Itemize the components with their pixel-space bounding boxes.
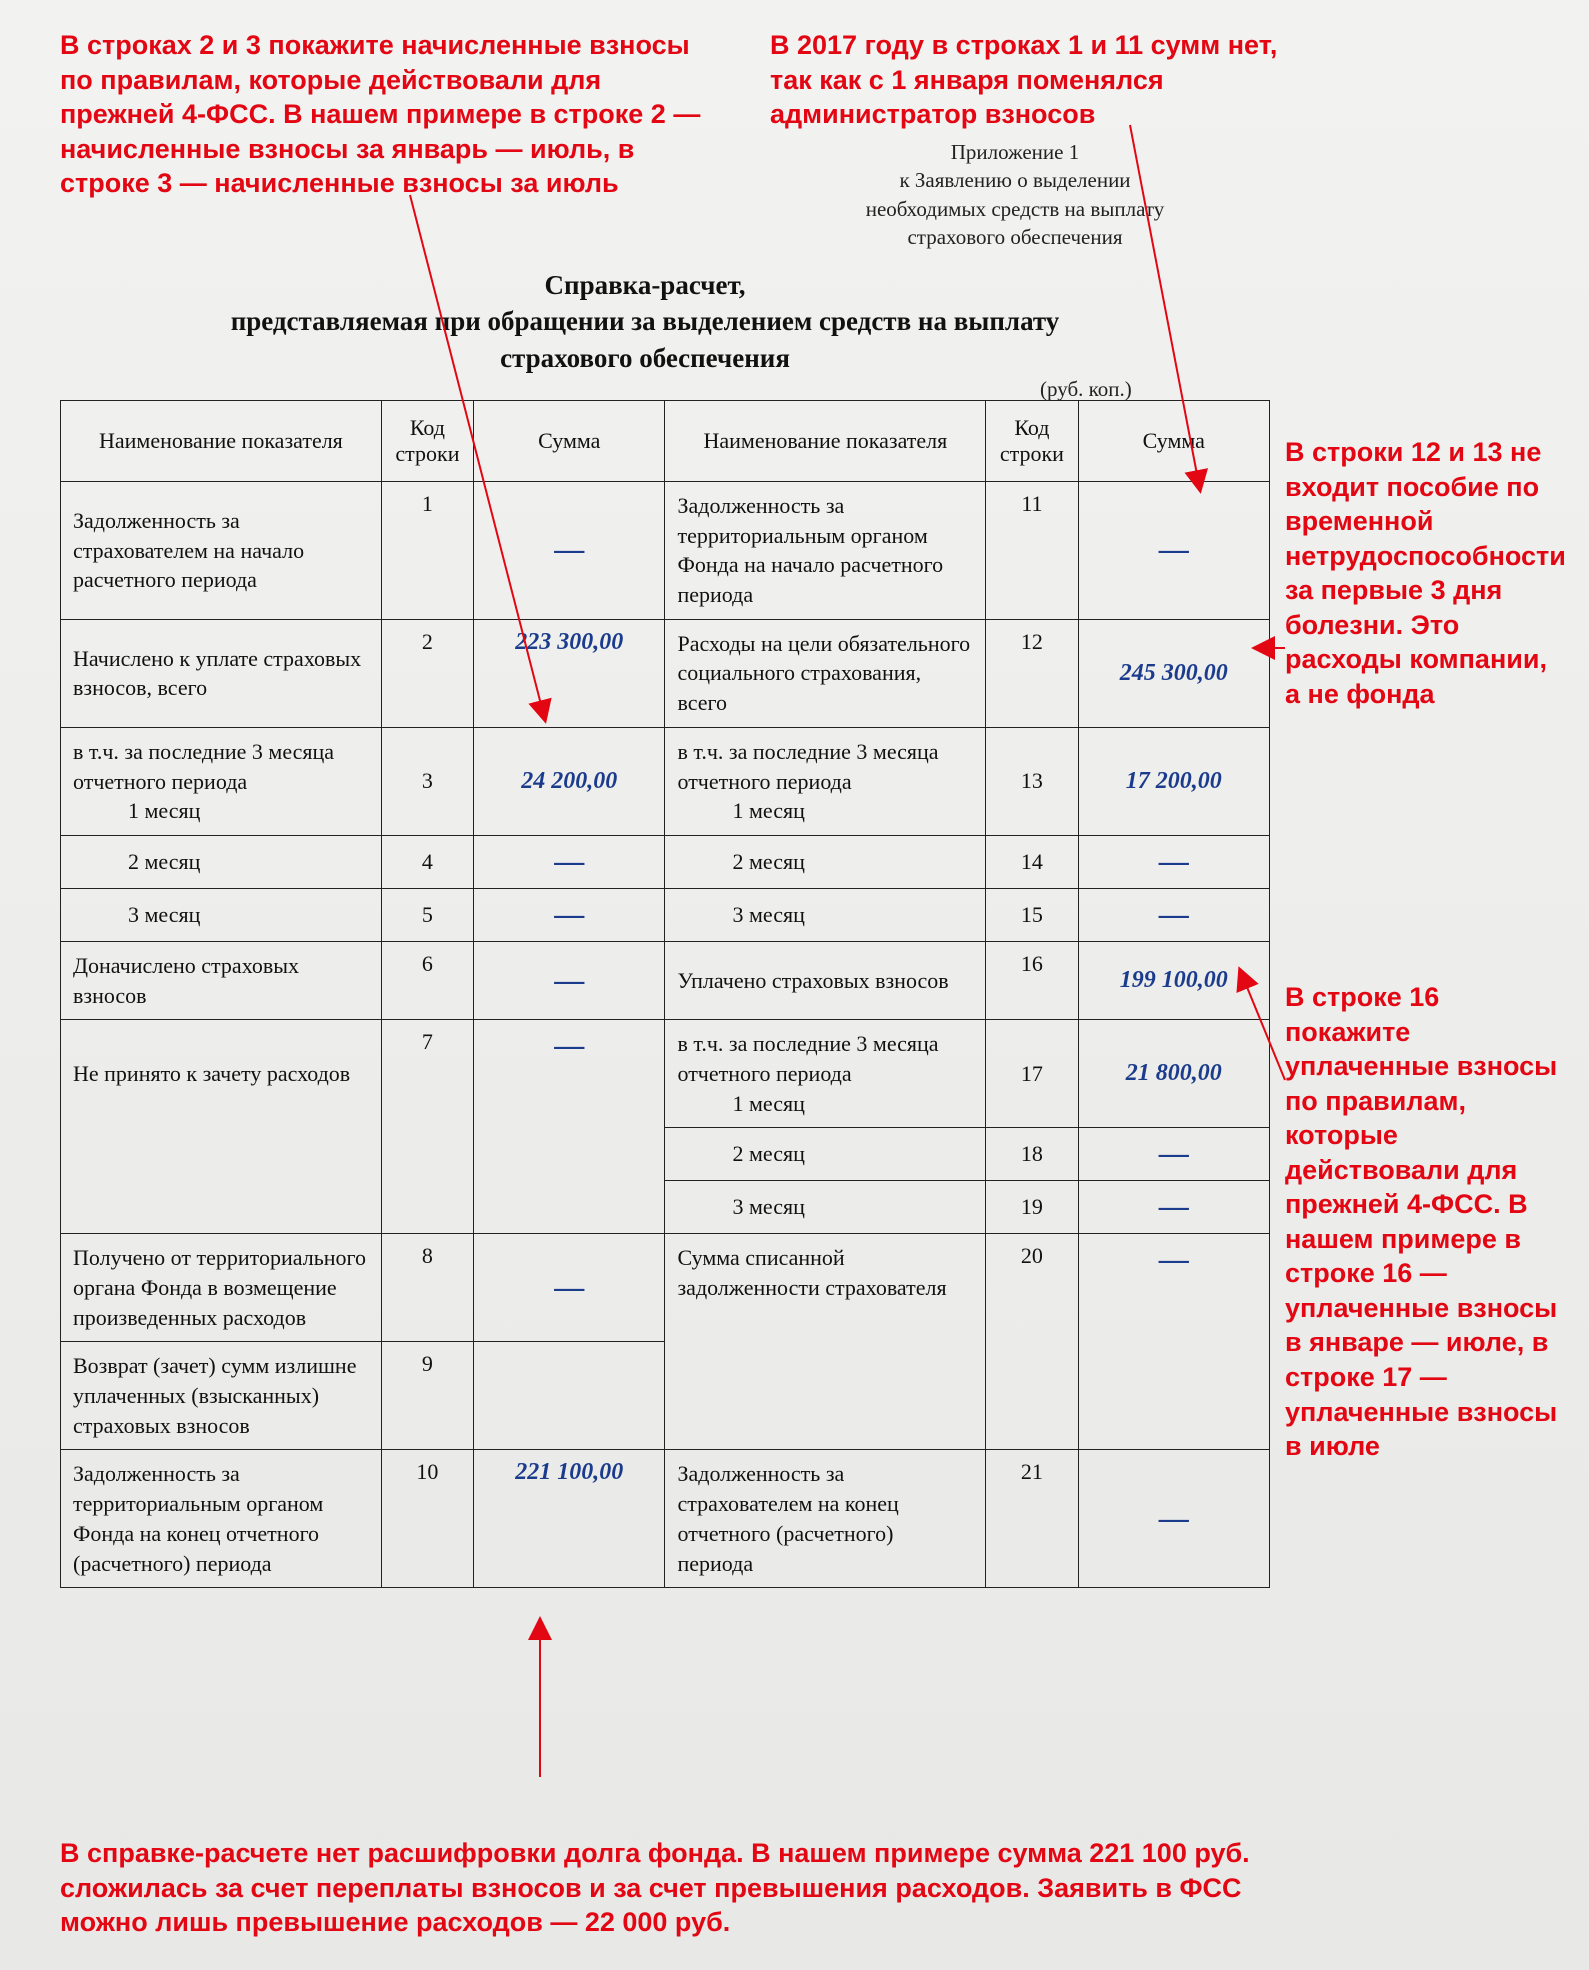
cell-sum: 223 300,00 [474, 619, 665, 727]
row-2-12: Начислено к уплате страховых взносов, вс… [61, 619, 1270, 727]
cell-code: 20 [986, 1234, 1078, 1450]
cell-sum: — [1078, 835, 1269, 888]
cell-code: 12 [986, 619, 1078, 727]
cell-code: 2 [381, 619, 473, 727]
row-1-11: Задолженность за страхователем на начало… [61, 482, 1270, 620]
annotation-row-10: В справке-расчете нет расшифровки долга … [60, 1836, 1260, 1940]
cell-code: 18 [986, 1128, 1078, 1181]
cell-sum: 199 100,00 [1078, 941, 1269, 1019]
cell-name: в т.ч. за последние 3 месяца отчетного п… [61, 727, 382, 835]
cell-sum [474, 1342, 665, 1450]
table-header-row: Наименование показателя Код строки Сумма… [61, 401, 1270, 482]
cell-code: 10 [381, 1450, 473, 1588]
cell-sum: 245 300,00 [1078, 619, 1269, 727]
cell-code: 3 [381, 727, 473, 835]
cell-name: в т.ч. за последние 3 месяца отчетного п… [665, 1020, 986, 1128]
cell-sum: — [474, 1020, 665, 1128]
cell-sum: — [474, 941, 665, 1019]
cell-name: Сумма списанной задолженности страховате… [665, 1234, 986, 1450]
spravka-table: Наименование показателя Код строки Сумма… [60, 400, 1270, 1588]
cell-sum: — [1078, 482, 1269, 620]
cell-name: Уплачено страховых взносов [665, 941, 986, 1019]
cell-sum: 21 800,00 [1078, 1020, 1269, 1128]
cell-name: Получено от территориального органа Фонд… [61, 1234, 382, 1342]
cell-name: Задолженность за страхователем на конец … [665, 1450, 986, 1588]
col-sum-right: Сумма [1078, 401, 1269, 482]
cell-name: Доначислено страховых взносов [61, 941, 382, 1019]
cell-name: 3 месяц [61, 888, 382, 941]
cell-sum: 24 200,00 [474, 727, 665, 835]
currency-unit: (руб. коп.) [1040, 377, 1132, 402]
annotation-rows-2-3: В строках 2 и 3 покажите начисленные взн… [60, 28, 720, 201]
cell-sum: 17 200,00 [1078, 727, 1269, 835]
appendix-note: Приложение 1 к Заявлению о выделении нео… [770, 138, 1260, 251]
document-title: Справка-расчет, представляемая при обращ… [120, 267, 1170, 376]
cell-code: 17 [986, 1020, 1078, 1128]
cell-name: Задолженность за территориальным органом… [61, 1450, 382, 1588]
row-blank-19: 3 месяц 19 — [61, 1181, 1270, 1234]
cell-sum: 221 100,00 [474, 1450, 665, 1588]
row-5-15: 3 месяц 5 — 3 месяц 15 — [61, 888, 1270, 941]
annotation-rows-1-11: В 2017 году в строках 1 и 11 сумм нет, т… [770, 28, 1290, 132]
col-name-left: Наименование показателя [61, 401, 382, 482]
cell-code: 16 [986, 941, 1078, 1019]
row-7-17: Не принято к зачету расходов 7 — в т.ч. … [61, 1020, 1270, 1128]
cell-name: в т.ч. за последние 3 месяца отчетного п… [665, 727, 986, 835]
row-10-21: Задолженность за территориальным органом… [61, 1450, 1270, 1588]
row-3-13: в т.ч. за последние 3 месяца отчетного п… [61, 727, 1270, 835]
cell-sum: — [1078, 1234, 1269, 1450]
cell-code: 11 [986, 482, 1078, 620]
cell-name: Задолженность за территориальным органом… [665, 482, 986, 620]
cell-sum: — [1078, 888, 1269, 941]
cell-sum: — [1078, 1128, 1269, 1181]
cell-sum: — [1078, 1181, 1269, 1234]
cell-name: 2 месяц [61, 835, 382, 888]
row-8-20: Получено от территориального органа Фонд… [61, 1234, 1270, 1342]
row-blank-18: 2 месяц 18 — [61, 1128, 1270, 1181]
cell-sum: — [474, 835, 665, 888]
col-sum-left: Сумма [474, 401, 665, 482]
cell-name: Расходы на цели обязательного социальног… [665, 619, 986, 727]
cell-code: 4 [381, 835, 473, 888]
cell-name: Начислено к уплате страховых взносов, вс… [61, 619, 382, 727]
cell-code: 15 [986, 888, 1078, 941]
cell-name: 3 месяц [665, 1181, 986, 1234]
cell-sum: — [474, 1234, 665, 1342]
cell-code: 14 [986, 835, 1078, 888]
cell-sum: — [1078, 1450, 1269, 1588]
cell-code: 6 [381, 941, 473, 1019]
cell-code: 21 [986, 1450, 1078, 1588]
cell-name: 2 месяц [665, 835, 986, 888]
cell-name: Не принято к зачету расходов [61, 1020, 382, 1128]
cell-code: 19 [986, 1181, 1078, 1234]
col-code-left: Код строки [381, 401, 473, 482]
cell-name: 2 месяц [665, 1128, 986, 1181]
cell-sum: — [474, 888, 665, 941]
annotation-rows-12-13: В строки 12 и 13 не входит пособие по вр… [1285, 435, 1560, 711]
annotation-row-16: В строке 16 покажите уплаченные взносы п… [1285, 980, 1560, 1464]
row-6-16: Доначислено страховых взносов 6 — Уплаче… [61, 941, 1270, 1019]
cell-sum: — [474, 482, 665, 620]
col-code-right: Код строки [986, 401, 1078, 482]
cell-code: 13 [986, 727, 1078, 835]
cell-code: 9 [381, 1342, 473, 1450]
cell-name: Возврат (зачет) сумм излишне уплаченных … [61, 1342, 382, 1450]
cell-code: 1 [381, 482, 473, 620]
cell-code: 5 [381, 888, 473, 941]
row-4-14: 2 месяц 4 — 2 месяц 14 — [61, 835, 1270, 888]
col-name-right: Наименование показателя [665, 401, 986, 482]
cell-name: 3 месяц [665, 888, 986, 941]
cell-code: 8 [381, 1234, 473, 1342]
cell-code: 7 [381, 1020, 473, 1128]
cell-name: Задолженность за страхователем на начало… [61, 482, 382, 620]
